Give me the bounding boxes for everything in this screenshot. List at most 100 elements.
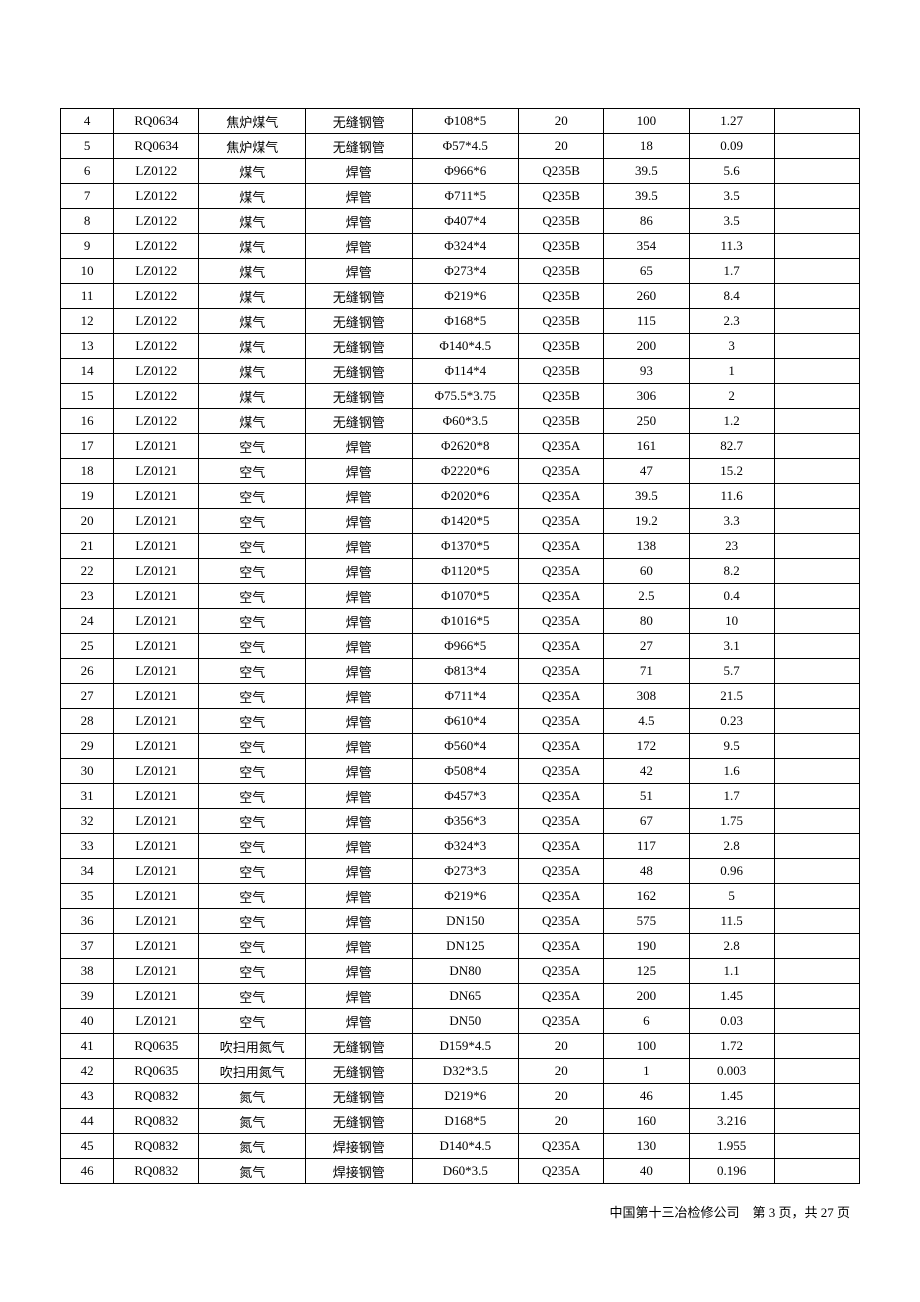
table-cell bbox=[774, 209, 859, 234]
table-cell: Q235A bbox=[519, 1159, 604, 1184]
table-cell: 焊管 bbox=[306, 484, 413, 509]
table-cell: LZ0121 bbox=[114, 534, 199, 559]
table-cell: 焊管 bbox=[306, 209, 413, 234]
table-cell: Φ114*4 bbox=[412, 359, 519, 384]
table-cell: 氮气 bbox=[199, 1134, 306, 1159]
table-cell: 39.5 bbox=[604, 159, 689, 184]
table-cell: LZ0121 bbox=[114, 659, 199, 684]
table-cell: 空气 bbox=[199, 584, 306, 609]
table-cell: 焊管 bbox=[306, 684, 413, 709]
table-cell: Q235A bbox=[519, 784, 604, 809]
table-cell bbox=[774, 159, 859, 184]
table-cell: 1.7 bbox=[689, 259, 774, 284]
table-cell: 空气 bbox=[199, 484, 306, 509]
table-cell: 28 bbox=[61, 709, 114, 734]
table-cell: 1.6 bbox=[689, 759, 774, 784]
table-row: 31LZ0121空气焊管Φ457*3Q235A511.7 bbox=[61, 784, 860, 809]
table-cell: Φ324*3 bbox=[412, 834, 519, 859]
table-cell: LZ0121 bbox=[114, 459, 199, 484]
table-cell bbox=[774, 609, 859, 634]
table-cell: LZ0121 bbox=[114, 484, 199, 509]
table-cell: 18 bbox=[604, 134, 689, 159]
table-cell: 100 bbox=[604, 109, 689, 134]
table-cell: Φ457*3 bbox=[412, 784, 519, 809]
table-cell: LZ0121 bbox=[114, 909, 199, 934]
table-cell bbox=[774, 359, 859, 384]
table-cell: 354 bbox=[604, 234, 689, 259]
table-row: 29LZ0121空气焊管Φ560*4Q235A1729.5 bbox=[61, 734, 860, 759]
table-cell: RQ0832 bbox=[114, 1134, 199, 1159]
table-row: 17LZ0121空气焊管Φ2620*8Q235A16182.7 bbox=[61, 434, 860, 459]
table-cell: 67 bbox=[604, 809, 689, 834]
table-cell: Φ610*4 bbox=[412, 709, 519, 734]
table-cell: 空气 bbox=[199, 959, 306, 984]
table-cell: Q235B bbox=[519, 309, 604, 334]
table-cell: Q235B bbox=[519, 159, 604, 184]
table-cell: 焊管 bbox=[306, 509, 413, 534]
table-cell: 焊管 bbox=[306, 984, 413, 1009]
table-cell: 86 bbox=[604, 209, 689, 234]
table-cell: 空气 bbox=[199, 559, 306, 584]
table-cell: 250 bbox=[604, 409, 689, 434]
table-cell: 11 bbox=[61, 284, 114, 309]
table-cell: 15 bbox=[61, 384, 114, 409]
table-cell: LZ0121 bbox=[114, 1009, 199, 1034]
table-cell: 39.5 bbox=[604, 184, 689, 209]
table-row: 37LZ0121空气焊管DN125Q235A1902.8 bbox=[61, 934, 860, 959]
table-cell: 1.2 bbox=[689, 409, 774, 434]
table-cell: 无缝钢管 bbox=[306, 359, 413, 384]
table-cell: 308 bbox=[604, 684, 689, 709]
table-row: 42RQ0635吹扫用氮气无缝钢管D32*3.52010.003 bbox=[61, 1059, 860, 1084]
table-cell: 82.7 bbox=[689, 434, 774, 459]
table-cell: Φ560*4 bbox=[412, 734, 519, 759]
table-cell: Φ711*5 bbox=[412, 184, 519, 209]
table-cell: RQ0634 bbox=[114, 109, 199, 134]
table-cell: 3.216 bbox=[689, 1109, 774, 1134]
table-cell: LZ0122 bbox=[114, 209, 199, 234]
table-cell: 0.09 bbox=[689, 134, 774, 159]
table-cell: 71 bbox=[604, 659, 689, 684]
table-row: 28LZ0121空气焊管Φ610*4Q235A4.50.23 bbox=[61, 709, 860, 734]
table-cell: 43 bbox=[61, 1084, 114, 1109]
table-cell: Q235A bbox=[519, 609, 604, 634]
table-row: 44RQ0832氮气无缝钢管D168*5201603.216 bbox=[61, 1109, 860, 1134]
table-cell: 34 bbox=[61, 859, 114, 884]
table-cell: 11.3 bbox=[689, 234, 774, 259]
table-cell: 焊管 bbox=[306, 459, 413, 484]
table-cell: 空气 bbox=[199, 434, 306, 459]
table-cell: 无缝钢管 bbox=[306, 334, 413, 359]
table-row: 6LZ0122煤气焊管Φ966*6Q235B39.55.6 bbox=[61, 159, 860, 184]
table-cell: 吹扫用氮气 bbox=[199, 1059, 306, 1084]
table-cell: LZ0122 bbox=[114, 284, 199, 309]
table-cell: DN125 bbox=[412, 934, 519, 959]
table-cell bbox=[774, 134, 859, 159]
table-row: 40LZ0121空气焊管DN50Q235A60.03 bbox=[61, 1009, 860, 1034]
table-cell: Φ966*5 bbox=[412, 634, 519, 659]
table-row: 38LZ0121空气焊管DN80Q235A1251.1 bbox=[61, 959, 860, 984]
table-cell: 无缝钢管 bbox=[306, 1109, 413, 1134]
table-cell: LZ0121 bbox=[114, 609, 199, 634]
table-cell: 无缝钢管 bbox=[306, 1084, 413, 1109]
table-cell: DN80 bbox=[412, 959, 519, 984]
table-cell: 煤气 bbox=[199, 209, 306, 234]
table-cell: 8.4 bbox=[689, 284, 774, 309]
table-cell: 8.2 bbox=[689, 559, 774, 584]
table-cell: 23 bbox=[61, 584, 114, 609]
table-cell: Φ813*4 bbox=[412, 659, 519, 684]
table-cell: LZ0121 bbox=[114, 584, 199, 609]
table-cell: 3.5 bbox=[689, 209, 774, 234]
table-cell: Φ2020*6 bbox=[412, 484, 519, 509]
table-cell: 焊管 bbox=[306, 1009, 413, 1034]
table-cell: 33 bbox=[61, 834, 114, 859]
table-cell: 空气 bbox=[199, 809, 306, 834]
table-cell bbox=[774, 109, 859, 134]
table-cell: 575 bbox=[604, 909, 689, 934]
table-cell: 1.7 bbox=[689, 784, 774, 809]
table-row: 32LZ0121空气焊管Φ356*3Q235A671.75 bbox=[61, 809, 860, 834]
table-cell: 17 bbox=[61, 434, 114, 459]
table-cell: Q235B bbox=[519, 234, 604, 259]
table-row: 43RQ0832氮气无缝钢管D219*620461.45 bbox=[61, 1084, 860, 1109]
table-cell: 焊管 bbox=[306, 784, 413, 809]
table-cell: 9.5 bbox=[689, 734, 774, 759]
table-cell: Q235A bbox=[519, 884, 604, 909]
